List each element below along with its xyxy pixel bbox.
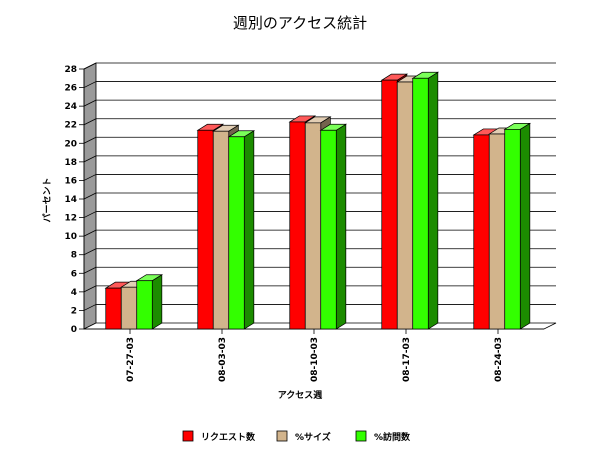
bar-front <box>381 79 398 330</box>
y-tick-label: 12 <box>64 214 77 224</box>
gridline-depth <box>83 266 97 274</box>
bar-front <box>396 81 414 330</box>
gridline-depth <box>83 81 97 88</box>
bar-front <box>197 129 214 330</box>
gridline-depth <box>83 192 97 200</box>
legend-item: リクエスト数 <box>182 430 256 443</box>
gridline-depth <box>83 155 97 163</box>
bar <box>411 71 440 330</box>
y-tick-label: 16 <box>64 176 77 186</box>
y-axis-label: パーセント <box>41 177 53 222</box>
legend-label: %訪問数 <box>374 431 411 443</box>
gridline-depth <box>83 211 97 218</box>
bar-side <box>335 123 347 330</box>
y-tick-label: 8 <box>71 251 77 261</box>
gridline-depth <box>83 99 97 107</box>
chart-title: 週別のアクセス統計 <box>233 14 367 32</box>
y-tick-label: 4 <box>71 288 77 298</box>
y-tick-label: 14 <box>64 195 77 205</box>
y-tick-label: 2 <box>71 306 77 316</box>
bar-side <box>427 71 439 330</box>
y-tick-label: 18 <box>64 158 77 168</box>
bar-side <box>151 274 163 330</box>
legend-label: %サイズ <box>295 431 331 443</box>
bar-front <box>228 136 245 330</box>
bar-front <box>504 129 521 330</box>
x-tick-label: 08-10-03 <box>310 337 320 382</box>
bar-front <box>488 133 506 330</box>
gridline-depth <box>83 304 97 311</box>
x-tick-labels: 07-27-03 08-03-03 08-10-03 08-17-03 08-24-03 <box>126 329 504 382</box>
y-tick-label: 6 <box>71 269 77 279</box>
y-tick-label: 28 <box>64 65 77 75</box>
bar-front <box>136 280 153 330</box>
bar-side <box>243 130 255 330</box>
x-tick-label: 08-03-03 <box>218 337 228 382</box>
bar <box>227 130 256 330</box>
bar-front <box>212 130 230 330</box>
bar-front <box>105 287 122 330</box>
x-tick-label: 08-24-03 <box>494 337 504 382</box>
legend-item: %サイズ <box>276 430 331 443</box>
legend-swatch <box>355 430 367 442</box>
y-tick-label: 10 <box>64 232 77 242</box>
legend-swatch <box>182 430 194 442</box>
x-tick-label: 08-17-03 <box>402 337 412 382</box>
bar-front <box>473 134 490 330</box>
bar-front <box>120 286 138 330</box>
gridline-depth <box>83 248 97 256</box>
bar <box>503 122 532 330</box>
bar-side <box>519 122 531 330</box>
x-tick-label: 07-27-03 <box>126 337 136 382</box>
gridline-depth <box>83 229 97 237</box>
legend: リクエスト数 %サイズ %訪問数 <box>182 430 411 443</box>
bar-front <box>412 77 429 330</box>
gridline-depth <box>83 174 97 181</box>
gridline-depth <box>83 118 97 126</box>
bars <box>104 71 532 330</box>
bar-front <box>289 121 306 330</box>
gridline-depth <box>83 136 97 144</box>
gridline-depth <box>83 285 97 293</box>
bar <box>135 274 164 330</box>
bar-front <box>304 122 322 330</box>
legend-item: %訪問数 <box>355 430 411 443</box>
y-tick-label: 20 <box>64 139 77 149</box>
legend-swatch <box>276 430 288 442</box>
bar-front <box>320 129 337 330</box>
y-tick-label: 24 <box>64 102 77 112</box>
y-tick-label: 0 <box>71 325 77 335</box>
legend-label: リクエスト数 <box>201 431 256 443</box>
y-tick-label: 22 <box>64 121 77 131</box>
y-tick-label: 26 <box>64 84 77 94</box>
gridline-depth <box>83 62 97 70</box>
x-axis-label: アクセス週 <box>278 390 324 401</box>
bar <box>319 123 348 330</box>
